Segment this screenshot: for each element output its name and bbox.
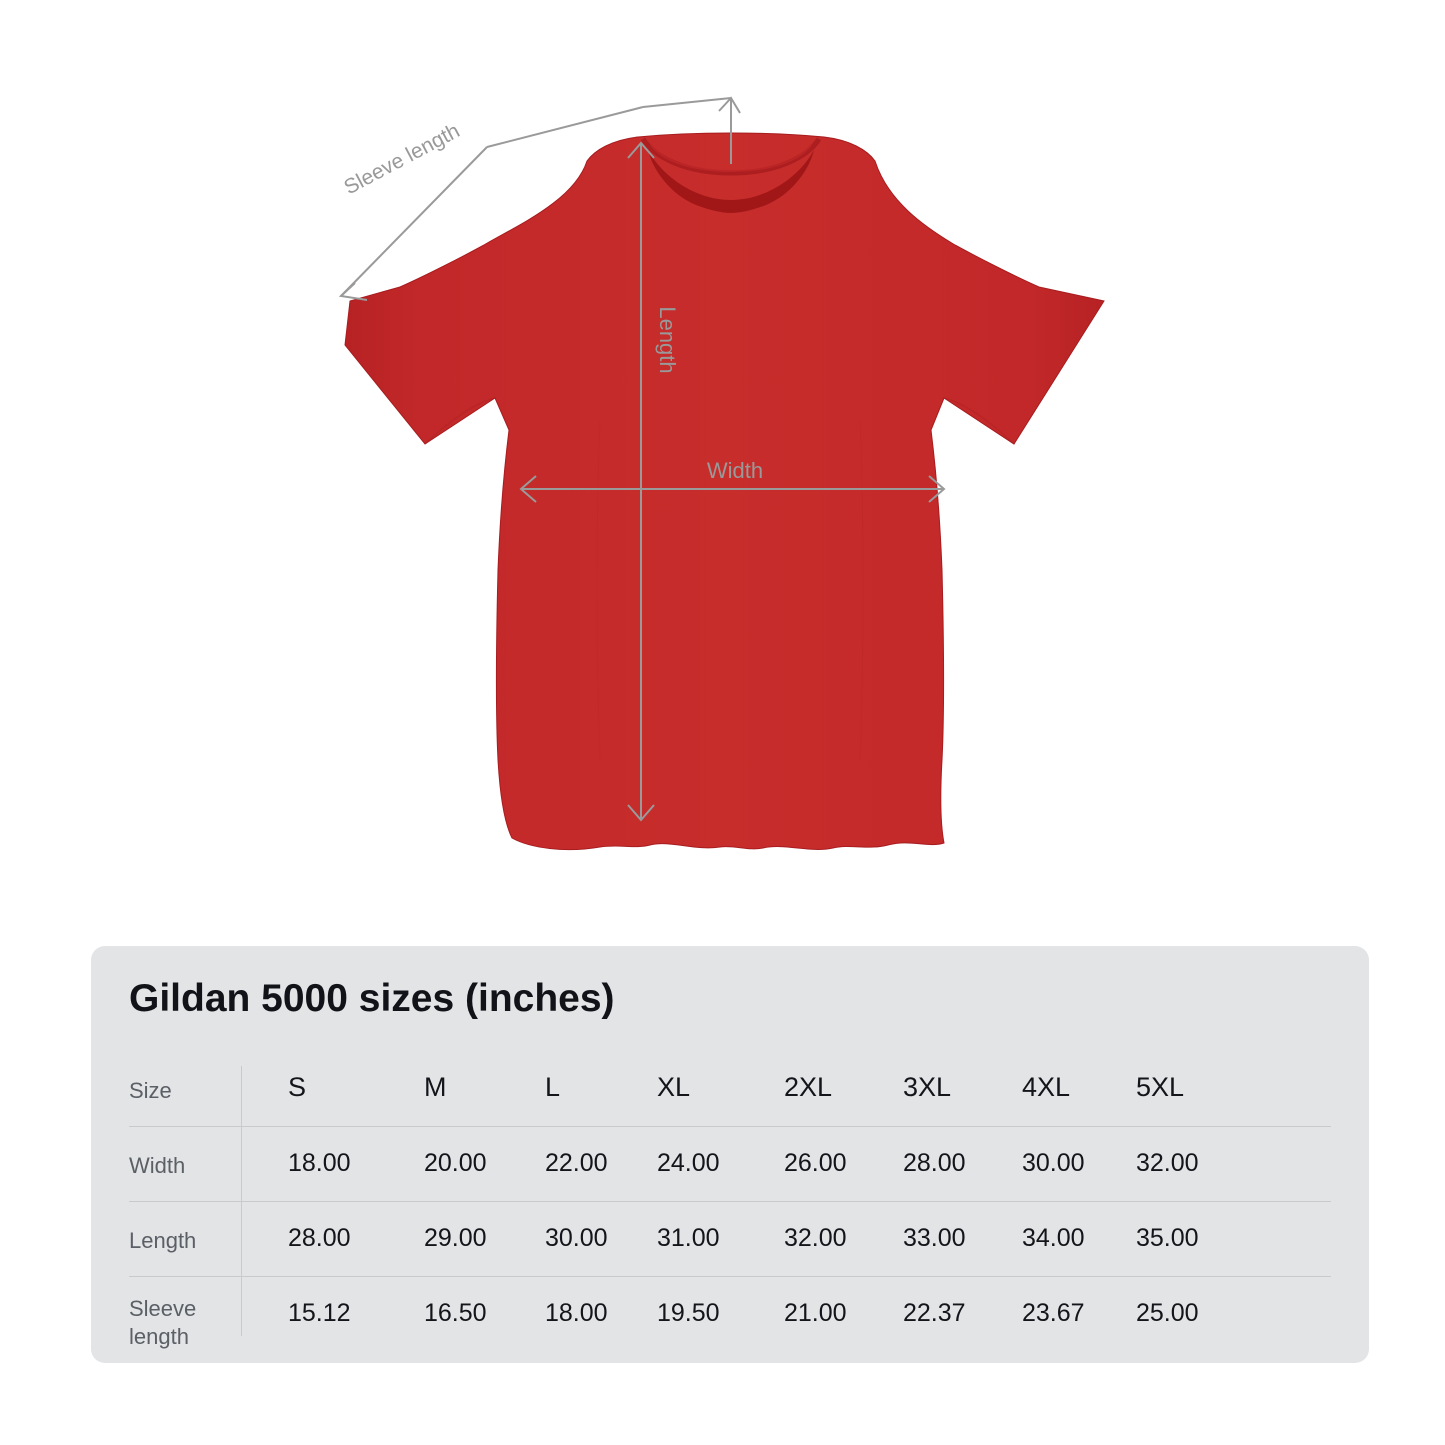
svg-text:Width: Width (707, 458, 763, 483)
svg-text:Sleeve length: Sleeve length (340, 119, 463, 199)
svg-text:Length: Length (655, 306, 680, 373)
